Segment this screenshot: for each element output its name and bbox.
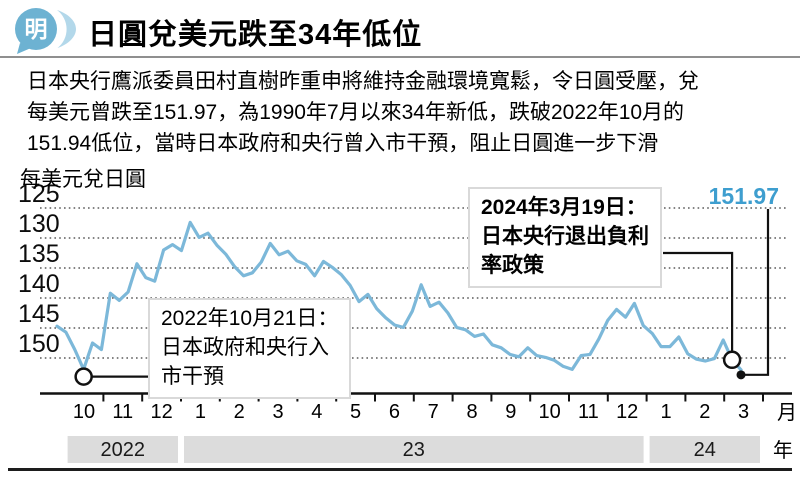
y-axis-tick-label: 145 [18, 300, 60, 328]
y-axis-tick-label: 140 [18, 270, 60, 298]
x-axis-tick-label: 11 [112, 401, 133, 423]
x-axis-tick-label: 1 [195, 401, 206, 423]
event-marker-circle [722, 350, 742, 370]
usd-jpy-line [55, 220, 743, 372]
latest-value-label: 151.97 [709, 183, 779, 209]
annotation-line: 2024年3月19日： [481, 196, 647, 219]
year-band [67, 436, 178, 463]
month-unit-label: 月 [777, 402, 797, 424]
annotation-line: 率政策 [481, 254, 544, 277]
x-axis-tick-label: 10 [538, 401, 560, 423]
x-axis-tick-label: 9 [505, 401, 516, 423]
latest-point-marker [736, 370, 746, 380]
x-axis-tick-label: 5 [350, 401, 361, 423]
y-axis-title: 每美元兌日圓 [20, 168, 146, 191]
year-band [184, 436, 644, 463]
logo-bubble [15, 8, 57, 50]
x-axis-tick-label: 7 [428, 401, 439, 423]
x-axis-tick-label: 8 [466, 401, 477, 423]
annotation-line: 2022年10月21日： [161, 307, 339, 330]
footer-divider [8, 468, 792, 471]
y-axis-tick-label: 130 [18, 210, 60, 238]
x-axis-tick-label: 11 [578, 401, 599, 423]
logo-bubble-tail [17, 43, 31, 54]
x-axis-tick-label: 1 [660, 401, 671, 423]
annotation-line: 市干預 [161, 365, 224, 388]
y-axis-tick-label: 150 [18, 330, 60, 358]
event-marker-circle [74, 367, 93, 386]
intro-paragraph: 日本央行鷹派委員田村直樹昨重申將維持金融環境寬鬆，令日圓受壓，兌 每美元曾跌至1… [27, 66, 789, 159]
x-axis-tick-label: 10 [73, 401, 95, 423]
x-axis-tick-label: 3 [272, 401, 283, 423]
annotation-2022-intervention: 2022年10月21日： 日本政府和央行入 市干預 [148, 298, 352, 399]
page-title: 日圓兌美元跌至34年低位 [88, 19, 423, 51]
x-axis-tick-label: 3 [738, 401, 749, 423]
annotation-2024-boj-exit: 2024年3月19日： 日本央行退出負利 率政策 [468, 187, 662, 288]
year-band-label: 24 [694, 439, 716, 461]
x-axis-tick-label: 12 [150, 401, 172, 423]
mingpao-logo: 明 [15, 8, 76, 54]
x-axis-tick-label: 2 [699, 401, 710, 423]
logo-swoosh [57, 10, 76, 48]
year-band-label: 23 [403, 439, 425, 461]
annotation-connector [663, 251, 734, 352]
intro-line: 每美元曾跌至151.97，為1990年7月以來34年新低，跌破2022年10月的 [27, 101, 685, 124]
year-band [649, 436, 760, 463]
x-axis-tick-label: 2 [234, 401, 245, 423]
annotation-line: 日本央行退出負利 [481, 225, 649, 248]
intro-line: 151.94低位，當時日本政府和央行曾入市干預，阻止日圓進一步下滑 [27, 132, 659, 155]
year-unit-label: 年 [773, 439, 793, 462]
year-band-label: 2022 [101, 439, 146, 461]
x-axis-tick-label: 12 [616, 401, 638, 423]
y-axis-tick-label: 135 [18, 240, 60, 268]
x-axis-tick-label: 6 [389, 401, 400, 423]
latest-value-pointer [741, 209, 770, 376]
logo-character: 明 [25, 16, 48, 42]
annotation-line: 日本政府和央行入 [161, 336, 329, 359]
intro-line: 日本央行鷹派委員田村直樹昨重申將維持金融環境寬鬆，令日圓受壓，兌 [27, 70, 699, 93]
y-axis-tick-label: 125 [18, 180, 60, 208]
header-divider [0, 56, 800, 58]
x-axis-tick-label: 4 [311, 401, 322, 423]
